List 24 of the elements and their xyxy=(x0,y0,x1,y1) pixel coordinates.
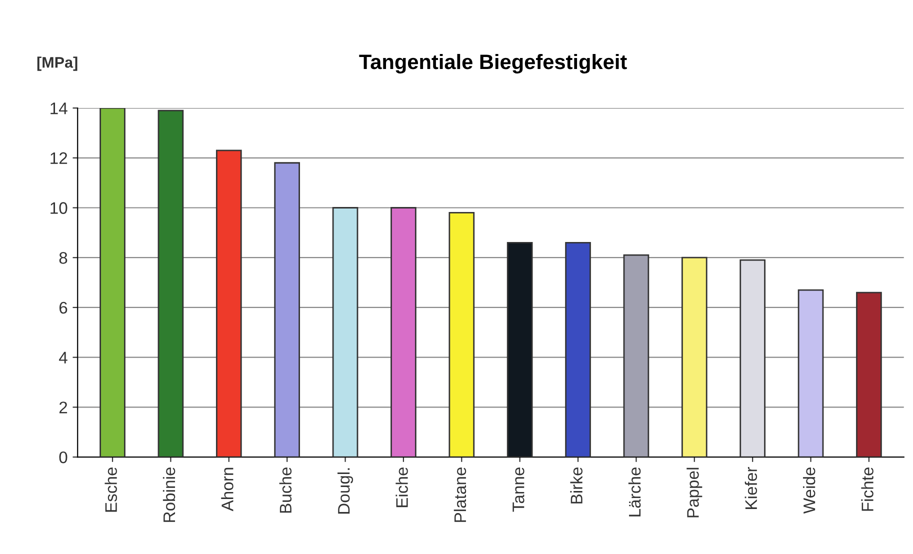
y-tick-label: 10 xyxy=(50,202,68,214)
y-tick-label: 2 xyxy=(59,402,68,414)
x-tick-label: Kiefer xyxy=(744,467,758,509)
y-tick-label: 6 xyxy=(59,302,68,314)
x-tick-label: Esche xyxy=(104,468,117,512)
x-tick-label: Weide xyxy=(803,468,816,514)
chart-title: Tangentiale Biegefestigkeit xyxy=(359,54,627,74)
x-tick-label: Robinie xyxy=(162,468,176,522)
x-tick-label: Lärche xyxy=(628,468,641,516)
x-tick-label: Fichte xyxy=(861,468,874,511)
x-tick-label: Dougl. xyxy=(338,468,354,514)
y-axis-title: [MPa] xyxy=(37,56,78,71)
y-tick-label: 12 xyxy=(50,152,68,164)
y-tick-label: 0 xyxy=(59,451,68,464)
x-tick-label: Ahorn xyxy=(221,468,234,512)
x-tick-label: Buche xyxy=(279,468,292,513)
y-tick-label: 14 xyxy=(50,102,68,114)
x-tick-label: Eiche xyxy=(396,468,408,508)
x-tick-label: Tanne xyxy=(512,468,524,512)
x-tick-label: Birke xyxy=(570,468,582,504)
y-tick-label: 4 xyxy=(58,352,68,364)
y-tick-label: 8 xyxy=(59,252,68,264)
x-tick-label: Pappel xyxy=(686,468,702,518)
x-tick-label: Platane xyxy=(454,468,466,522)
